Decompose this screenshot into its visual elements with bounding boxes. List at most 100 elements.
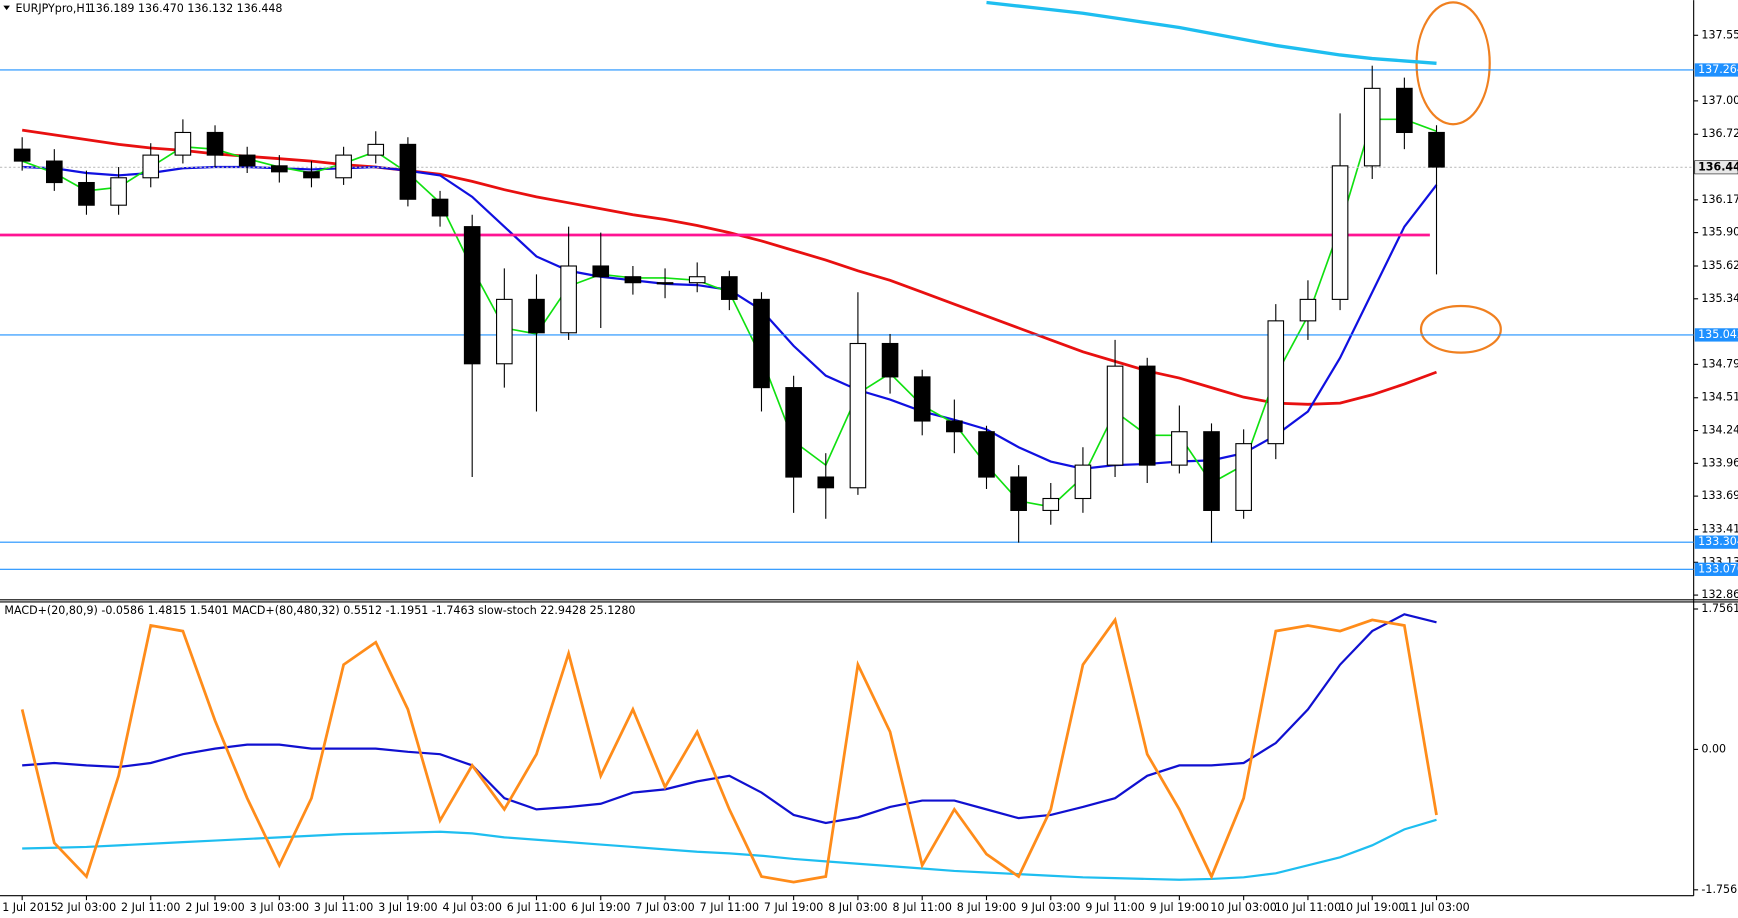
y-tick-label: 133.410 <box>1701 523 1738 536</box>
y-tick-label: 135.900 <box>1701 226 1738 239</box>
candle-body <box>271 165 288 173</box>
highlight-ellipse <box>1419 304 1502 354</box>
x-tick-label: 10 Jul 03:00 <box>1210 901 1276 914</box>
candle-body <box>1138 365 1156 466</box>
candle-body <box>1396 87 1413 134</box>
candle-body <box>1203 431 1220 511</box>
candle-body <box>13 148 31 162</box>
y-tick-label: 136.725 <box>1701 127 1738 140</box>
candle-body <box>463 226 481 365</box>
candle-body <box>721 276 738 300</box>
candle-body <box>592 265 610 278</box>
candle-body <box>110 177 127 206</box>
y-tick-label: 0.00 <box>1701 742 1726 755</box>
level-label-box <box>1694 63 1738 77</box>
x-tick-label: 8 Jul 19:00 <box>957 901 1016 914</box>
candle-body <box>399 143 417 200</box>
candle-body <box>1267 320 1285 445</box>
candle-body <box>978 431 995 478</box>
y-tick-label: 135.345 <box>1701 292 1738 305</box>
candle-body <box>1235 443 1252 511</box>
x-tick-label: 2 Jul 11:00 <box>121 901 180 914</box>
candle-body <box>78 181 95 206</box>
y-tick-label: 134.795 <box>1701 357 1738 370</box>
indicator-title: MACD+(20,80,9) -0.0586 1.4815 1.5401 MAC… <box>4 604 635 617</box>
y-tick-label: 135.620 <box>1701 259 1738 272</box>
level-label-box <box>1694 328 1738 342</box>
candle-body <box>496 298 513 365</box>
bid-label-box <box>1694 160 1738 175</box>
x-tick-label: 8 Jul 03:00 <box>828 901 887 914</box>
y-tick-label: 132.860 <box>1701 588 1738 601</box>
y-tick-label: 137.005 <box>1701 94 1738 107</box>
level-label: 133.304 <box>1698 535 1738 548</box>
x-tick-label: 3 Jul 03:00 <box>250 901 309 914</box>
candle-body <box>1042 497 1060 511</box>
y-tick-label: 134.515 <box>1701 391 1738 404</box>
candle-body <box>881 342 899 378</box>
level-label: 137.264 <box>1698 63 1738 76</box>
candle-body <box>174 131 192 156</box>
candle-body <box>303 171 320 179</box>
candle-body <box>656 282 674 285</box>
x-tick-label: 9 Jul 19:00 <box>1150 901 1209 914</box>
level-label: 135.042 <box>1698 328 1738 341</box>
candle-body <box>206 131 224 156</box>
candle-body <box>946 420 963 433</box>
level-label-box <box>1694 535 1738 549</box>
indicator-line <box>22 818 1437 881</box>
candle-body <box>1299 298 1317 322</box>
menu-triangle <box>3 5 10 11</box>
y-tick-label: 134.240 <box>1701 424 1738 437</box>
candle-body <box>238 154 256 167</box>
chart-subtitle: 136.189 136.470 136.132 136.448 <box>89 2 283 15</box>
candle-body <box>528 298 545 334</box>
x-tick-label: 7 Jul 11:00 <box>700 901 759 914</box>
candle-body <box>753 298 770 389</box>
x-tick-label: 10 Jul 11:00 <box>1275 901 1341 914</box>
x-tick-label: 3 Jul 11:00 <box>314 901 373 914</box>
y-tick-label: -1.7561 <box>1701 883 1738 896</box>
x-tick-label: 2 Jul 03:00 <box>57 901 116 914</box>
candle-body <box>1171 431 1188 466</box>
candle-body <box>335 154 352 179</box>
x-tick-label: 6 Jul 11:00 <box>507 901 566 914</box>
x-tick-label: 6 Jul 19:00 <box>571 901 630 914</box>
candle-body <box>1363 87 1381 167</box>
x-tick-label: 9 Jul 11:00 <box>1085 901 1144 914</box>
candle-body <box>913 376 931 422</box>
candle-body <box>817 476 835 489</box>
candle-body <box>1074 464 1092 500</box>
candle-body <box>1428 131 1445 168</box>
candle-body <box>785 387 802 478</box>
overlay-line <box>986 0 1437 65</box>
candle-body <box>45 160 63 184</box>
x-tick-label: 3 Jul 19:00 <box>378 901 437 914</box>
x-tick-label: 7 Jul 03:00 <box>635 901 694 914</box>
candle-body <box>849 342 867 489</box>
level-label-box <box>1694 562 1738 576</box>
indicator-line <box>20 616 1438 884</box>
candle-body <box>142 154 160 179</box>
level-label: 133.076 <box>1698 562 1738 575</box>
x-tick-label: 1 Jul 2015 <box>2 901 58 914</box>
y-tick-label: 133.690 <box>1701 489 1738 502</box>
x-tick-label: 9 Jul 03:00 <box>1021 901 1080 914</box>
chart-title: EURJPYpro,H1 <box>16 2 92 15</box>
x-tick-label: 10 Jul 19:00 <box>1339 901 1405 914</box>
x-tick-label: 11 Jul 03:00 <box>1403 901 1469 914</box>
y-tick-label: 1.7561 <box>1701 602 1738 615</box>
x-tick-label: 8 Jul 11:00 <box>893 901 952 914</box>
candle-body <box>560 265 577 334</box>
candle-body <box>624 276 642 284</box>
x-tick-label: 7 Jul 19:00 <box>764 901 823 914</box>
candle-body <box>688 276 706 284</box>
candle-body <box>1106 365 1124 466</box>
indicator-line <box>22 613 1437 825</box>
bid-label: 136.448 <box>1698 160 1738 173</box>
candle-body <box>431 198 449 217</box>
y-tick-label: 136.175 <box>1701 193 1738 206</box>
x-tick-label: 4 Jul 03:00 <box>442 901 501 914</box>
